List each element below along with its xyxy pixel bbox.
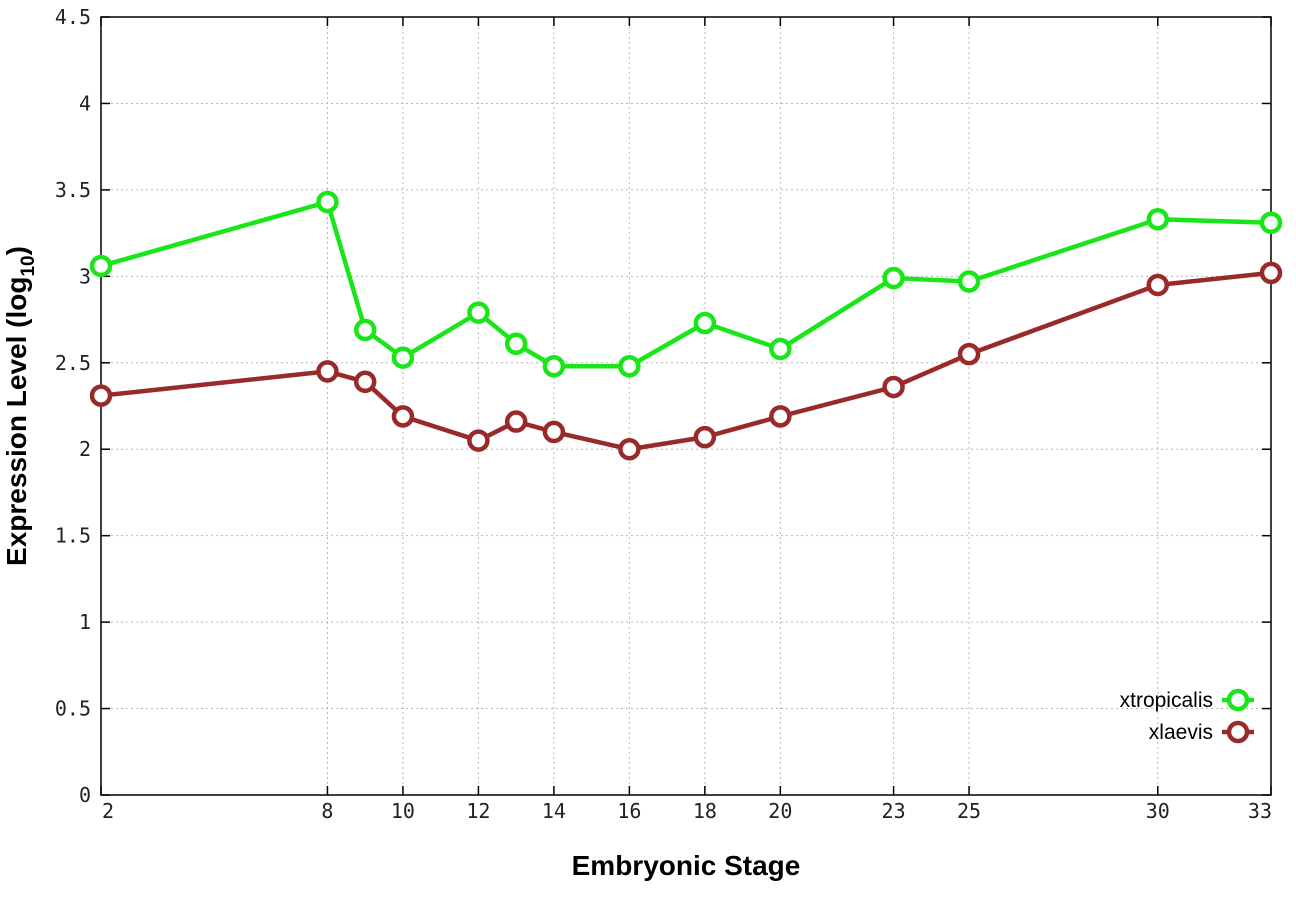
data-point-xtropicalis: [89, 254, 113, 278]
y-tick-label: 1.5: [55, 524, 91, 548]
legend: xtropicalis xlaevis: [1120, 688, 1254, 744]
data-point-xtropicalis: [618, 354, 641, 378]
legend-label: xtropicalis: [1120, 689, 1213, 712]
y-tick-label: 4.5: [55, 5, 91, 29]
x-tick-label: 8: [321, 799, 333, 823]
y-tick-label: 3.5: [55, 178, 91, 202]
x-tick-label: 20: [768, 799, 792, 823]
x-tick-label: 18: [693, 799, 717, 823]
x-tick-label: 10: [391, 799, 415, 823]
data-point-xlaevis: [957, 342, 981, 366]
data-point-xtropicalis: [467, 301, 490, 324]
data-point-xtropicalis: [1146, 208, 1170, 231]
x-axis-title: Embryonic Stage: [572, 850, 801, 881]
data-point-xtropicalis: [391, 346, 415, 369]
data-point-xlaevis: [391, 405, 415, 428]
data-point-xtropicalis: [504, 332, 528, 356]
x-tick-label: 23: [882, 799, 906, 823]
y-tick-label: 0.5: [55, 697, 91, 721]
data-point-xtropicalis: [353, 318, 377, 342]
series-layer: [89, 190, 1283, 461]
y-tick-label: 2.5: [55, 351, 91, 375]
data-point-xlaevis: [467, 429, 490, 452]
data-point-xtropicalis: [882, 266, 905, 290]
legend-swatch-marker: [1226, 688, 1250, 712]
x-tick-label: 12: [466, 799, 490, 823]
x-tick-label: 33: [1248, 799, 1272, 823]
data-point-xtropicalis: [769, 337, 792, 361]
series-line-xtropicalis: [100, 199, 1272, 369]
data-point-xtropicalis: [957, 270, 981, 293]
grid-lines: [101, 17, 1271, 795]
data-point-xtropicalis: [316, 190, 339, 214]
data-point-xlaevis: [693, 425, 717, 449]
x-tick-label: 2: [102, 799, 114, 823]
data-point-xlaevis: [542, 420, 566, 444]
y-tick-label: 4: [79, 91, 91, 115]
data-point-xtropicalis: [1259, 211, 1283, 234]
x-tick-label: 14: [542, 799, 566, 823]
data-point-xlaevis: [618, 437, 641, 461]
data-point-xlaevis: [1259, 261, 1283, 285]
y-tick-label: 3: [79, 264, 91, 288]
y-tick-label: 0: [79, 783, 91, 807]
data-point-xlaevis: [769, 405, 792, 428]
y-tick-label: 1: [79, 610, 91, 634]
y-tick-label: 2: [79, 437, 91, 461]
data-point-xlaevis: [89, 384, 113, 407]
legend-swatch-marker: [1226, 720, 1250, 744]
x-tick-label: 25: [957, 799, 981, 823]
legend-label: xlaevis: [1149, 721, 1213, 744]
series-line-xlaevis: [100, 270, 1272, 452]
axis-ticks: 0 0.5 1 1.5 2 2.5 3 3.5 4 4.5 2 8 10 12 14 16 18 20 23 25 30…: [55, 5, 1272, 823]
data-point-xlaevis: [353, 370, 377, 394]
y-axis-title: Expression Level (log10): [1, 246, 39, 566]
x-tick-label: 30: [1146, 799, 1170, 823]
data-point-xlaevis: [316, 360, 339, 383]
x-tick-label: 16: [617, 799, 641, 823]
y-axis-title-subscript: 10: [18, 255, 39, 276]
data-point-xlaevis: [882, 375, 905, 399]
plot-frame: [100, 16, 1272, 796]
data-point-xtropicalis: [542, 354, 566, 378]
data-point-xlaevis: [504, 410, 528, 433]
data-point-xtropicalis: [693, 311, 717, 335]
data-point-xlaevis: [1146, 273, 1170, 297]
